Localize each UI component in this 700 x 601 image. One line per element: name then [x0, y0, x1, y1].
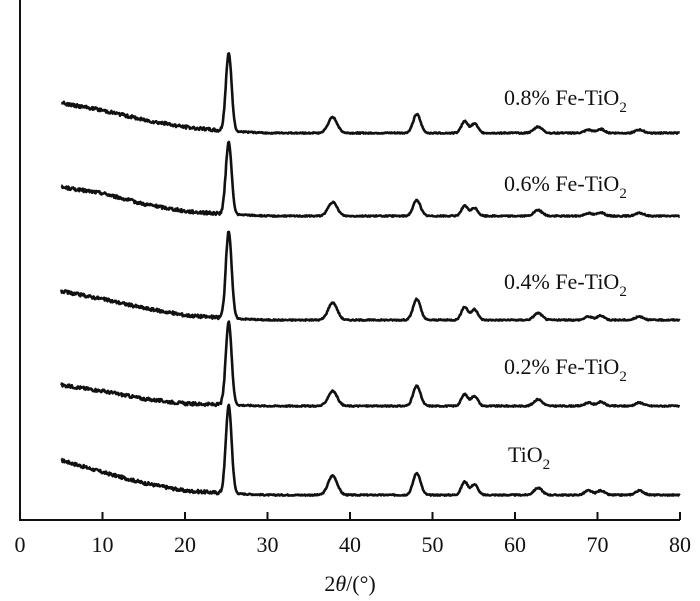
series-label: 0.6% Fe-TiO2 — [504, 171, 627, 202]
x-axis-title-symbol: θ — [335, 571, 346, 596]
x-tick-label: 30 — [257, 532, 279, 557]
series-label-text: 0.8% Fe-TiO — [504, 85, 619, 110]
x-tick-label: 70 — [587, 532, 609, 557]
series-label-text: 0.2% Fe-TiO — [504, 354, 619, 379]
axes — [19, 0, 680, 521]
x-axis-title: 2θ/(°) — [324, 571, 375, 596]
x-tick-label: 0 — [15, 532, 26, 557]
series-label-subscript: 2 — [619, 186, 627, 202]
x-tick-label: 50 — [422, 532, 444, 557]
x-tick-label: 10 — [92, 532, 114, 557]
series-label-text: 0.4% Fe-TiO — [504, 269, 619, 294]
x-tick-label: 40 — [339, 532, 361, 557]
series-line — [60, 403, 681, 497]
series-line — [60, 320, 681, 408]
series-line — [60, 140, 681, 218]
series-label-subscript: 2 — [619, 284, 627, 300]
x-tick-label: 80 — [669, 532, 691, 557]
series-label-text: TiO — [508, 442, 543, 467]
x-tick-label: 60 — [504, 532, 526, 557]
series-label-subscript: 2 — [619, 100, 627, 116]
series-label: TiO2 — [508, 442, 550, 473]
series-label-text: 0.6% Fe-TiO — [504, 171, 619, 196]
series-label-subscript: 2 — [543, 457, 551, 473]
traces-layer — [60, 52, 681, 497]
series-label: 0.4% Fe-TiO2 — [504, 269, 627, 300]
series-label-subscript: 2 — [619, 369, 627, 385]
series-label: 0.8% Fe-TiO2 — [504, 85, 627, 116]
x-ticks: 0 10 20 30 40 50 60 70 80 — [15, 512, 691, 557]
x-axis-title-unit: /(°) — [346, 571, 376, 596]
series-line — [60, 230, 681, 322]
series-label: 0.2% Fe-TiO2 — [504, 354, 627, 385]
x-tick-label: 20 — [174, 532, 196, 557]
series-line — [60, 52, 681, 135]
x-axis-title-prefix: 2 — [324, 571, 335, 596]
